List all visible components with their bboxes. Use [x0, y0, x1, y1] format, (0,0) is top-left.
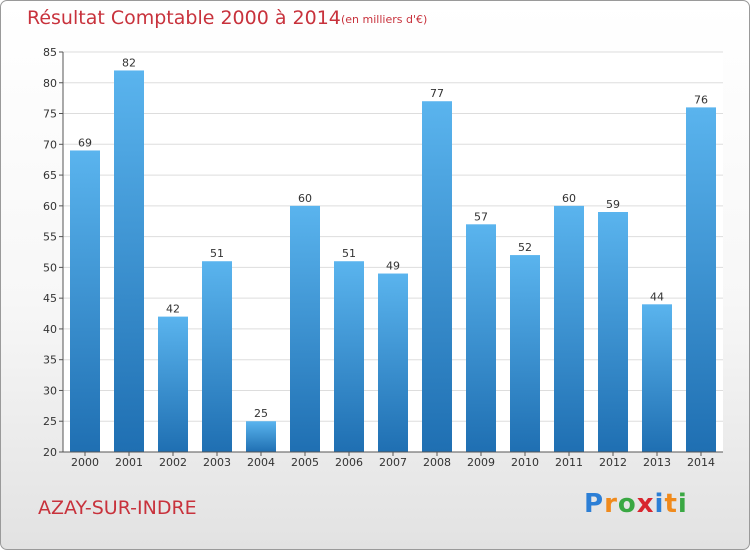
data-label: 44	[650, 290, 664, 303]
bar	[378, 273, 408, 452]
x-tick-label: 2004	[247, 456, 275, 469]
x-tick-label: 2002	[159, 456, 187, 469]
bar	[70, 150, 100, 452]
data-label: 82	[122, 56, 136, 69]
y-tick-label: 70	[43, 138, 57, 151]
chart-title: Résultat Comptable 2000 à 2014	[27, 7, 341, 29]
bar	[158, 316, 188, 452]
x-tick-label: 2011	[555, 456, 583, 469]
y-tick-label: 55	[43, 231, 57, 244]
data-label: 77	[430, 87, 444, 100]
y-tick-label: 85	[43, 46, 57, 59]
data-label: 42	[166, 303, 180, 316]
bar	[686, 107, 716, 452]
x-tick-label: 2001	[115, 456, 143, 469]
data-label: 57	[474, 210, 488, 223]
bar	[202, 261, 232, 452]
data-label: 49	[386, 260, 400, 273]
x-tick-label: 2005	[291, 456, 319, 469]
bar	[642, 304, 672, 452]
data-label: 59	[606, 198, 620, 211]
y-tick-label: 45	[43, 292, 57, 305]
y-tick-label: 35	[43, 354, 57, 367]
y-tick-label: 25	[43, 415, 57, 428]
data-label: 51	[342, 247, 356, 260]
bar	[246, 421, 276, 452]
logo-letter: x	[636, 489, 655, 519]
x-tick-label: 2000	[71, 456, 99, 469]
data-label: 69	[78, 136, 92, 149]
y-tick-label: 20	[43, 446, 57, 459]
logo-letter: P	[584, 489, 605, 519]
x-tick-label: 2006	[335, 456, 363, 469]
x-tick-label: 2014	[687, 456, 715, 469]
logo-letter: o	[617, 489, 637, 519]
x-tick-label: 2007	[379, 456, 407, 469]
x-tick-label: 2010	[511, 456, 539, 469]
logo-letter: i	[677, 489, 688, 519]
chart-subtitle: (en milliers d'€)	[341, 13, 428, 26]
x-tick-label: 2009	[467, 456, 495, 469]
logo-letter: t	[664, 489, 678, 519]
bar	[554, 205, 584, 452]
x-tick-label: 2008	[423, 456, 451, 469]
y-tick-label: 50	[43, 261, 57, 274]
bar	[466, 224, 496, 452]
data-label: 60	[562, 192, 576, 205]
logo-letter: r	[604, 489, 618, 519]
data-label: 52	[518, 241, 532, 254]
bar	[510, 255, 540, 452]
logo-letter: i	[654, 489, 665, 519]
data-label: 25	[254, 407, 268, 420]
bar	[114, 70, 144, 452]
bar	[598, 212, 628, 452]
data-label: 60	[298, 192, 312, 205]
data-label: 51	[210, 247, 224, 260]
data-label: 76	[694, 93, 708, 106]
x-tick-label: 2012	[599, 456, 627, 469]
x-tick-label: 2003	[203, 456, 231, 469]
y-tick-label: 40	[43, 323, 57, 336]
commune-name: AZAY-SUR-INDRE	[38, 497, 197, 519]
y-tick-label: 30	[43, 384, 57, 397]
bar	[290, 205, 320, 452]
bar	[334, 261, 364, 452]
proxiti-logo: Proxiti	[584, 489, 688, 519]
bar	[422, 101, 452, 452]
y-tick-label: 75	[43, 108, 57, 121]
x-tick-label: 2013	[643, 456, 671, 469]
y-tick-label: 60	[43, 200, 57, 213]
y-tick-label: 80	[43, 77, 57, 90]
y-tick-label: 65	[43, 169, 57, 182]
